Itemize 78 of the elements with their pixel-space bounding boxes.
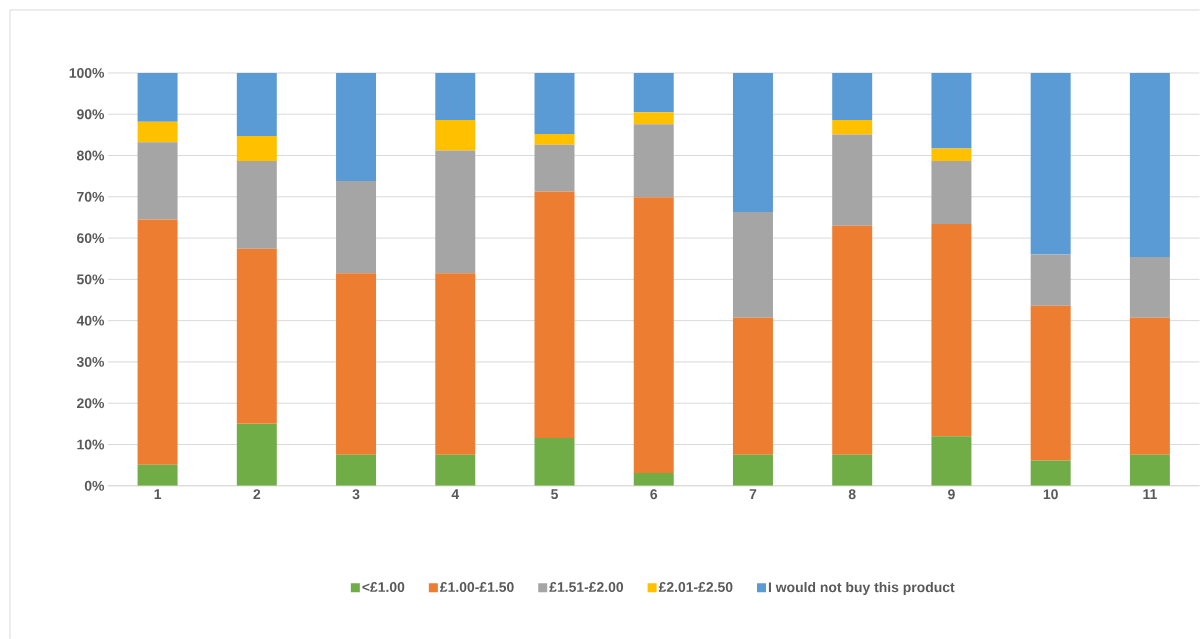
y-tick-label: 0% [84,480,105,491]
bar [633,112,674,125]
bar [336,181,377,274]
x-tick-label: 10 [1043,489,1058,500]
y-tick-label: 90% [77,109,105,120]
legend-label: £2.01-£2.50 [658,582,733,592]
bar [931,160,972,224]
bar [832,225,873,455]
bar [633,124,674,198]
bar [1129,454,1170,486]
bar [137,464,178,486]
bar [1129,256,1170,318]
x-tick-label: 7 [749,489,757,499]
bar [1129,317,1170,455]
bar [1030,305,1071,461]
bar [435,273,476,455]
bar [1030,460,1071,486]
bar [832,72,873,120]
bar [931,72,972,149]
bar [931,436,972,486]
bar [732,454,773,486]
bar [732,317,773,455]
bar [336,72,377,182]
bar [931,148,972,161]
y-tick-label: 80% [76,150,105,161]
bar [832,454,873,486]
bar [732,211,773,318]
x-tick-label: 2 [253,489,261,499]
bar [633,197,674,473]
bar [534,72,575,134]
x-tick-label: 11 [1143,489,1157,499]
y-tick-label: 40% [76,315,105,326]
bar [336,454,377,486]
bar [534,133,575,145]
bar [137,121,178,143]
bar [633,72,674,113]
bar [137,142,178,220]
x-tick-label: 3 [352,489,360,500]
bar [236,136,277,161]
bar [137,72,178,122]
y-tick-label: 30% [76,356,105,367]
y-tick-label: 50% [76,274,105,285]
bar [832,134,873,226]
y-tick-label: 70% [77,191,105,202]
x-tick-label: 4 [451,489,460,499]
x-tick-label: 5 [551,489,558,499]
bar [435,454,476,486]
y-tick-label: 60% [77,233,105,243]
bar [534,437,575,486]
bar [435,150,476,274]
bar [435,72,476,120]
x-tick-label: 9 [948,489,955,500]
bar [435,119,476,151]
bar [832,119,873,135]
y-tick-label: 10% [77,439,105,450]
bar [336,273,377,455]
y-tick-label: 100% [69,67,105,78]
bar [732,72,773,212]
bar [236,72,277,137]
bar [137,219,178,465]
legend-label: £1.00-£1.50 [439,582,514,592]
bar [534,144,575,192]
legend-label: £1.51-£2.00 [549,582,624,592]
x-tick-label: 6 [650,489,658,500]
x-tick-label: 8 [848,489,856,500]
bar [1030,254,1071,306]
x-tick-label: 1 [154,489,162,499]
y-tick-label: 20% [77,398,105,409]
bar [633,472,674,486]
bar [236,248,277,424]
bar [236,160,277,249]
bar [1030,72,1071,255]
bar [1129,72,1170,257]
bar [534,191,575,438]
legend-label: <£1.00 [362,582,405,592]
bar [236,423,277,486]
legend-label: I would not buy this product [768,581,955,595]
bar [931,223,972,437]
